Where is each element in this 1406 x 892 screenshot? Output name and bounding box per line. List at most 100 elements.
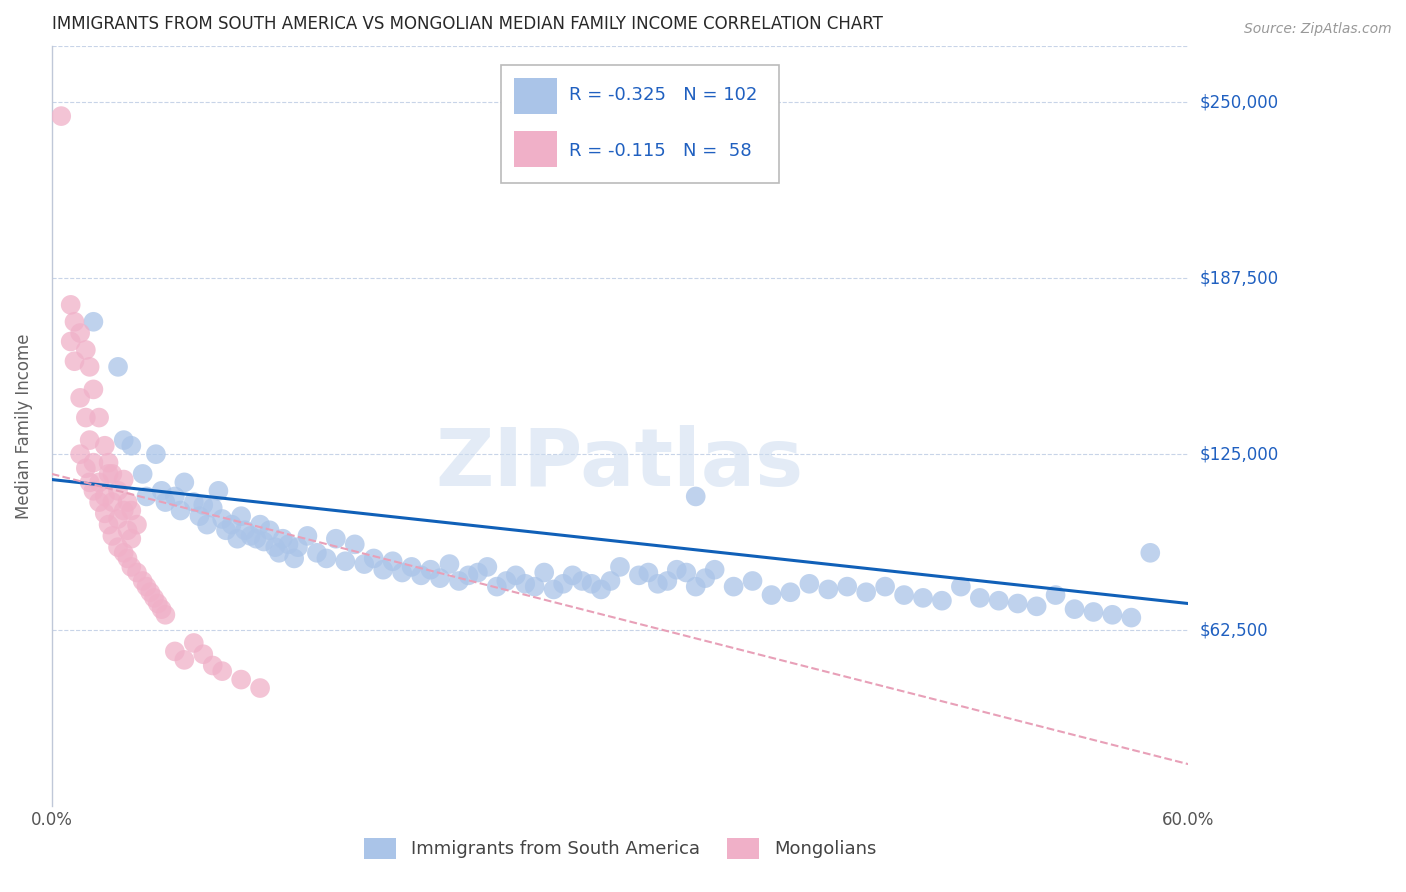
Point	[305, 546, 328, 560]
Point	[1139, 546, 1161, 560]
Point	[173, 475, 195, 490]
Point	[373, 563, 395, 577]
Point	[150, 602, 173, 616]
Y-axis label: Median Family Income: Median Family Income	[15, 334, 32, 519]
Point	[120, 439, 142, 453]
Point	[353, 557, 375, 571]
Point	[271, 532, 294, 546]
Point	[107, 359, 129, 374]
Point	[101, 495, 124, 509]
Point	[75, 343, 97, 357]
Point	[139, 585, 162, 599]
Point	[97, 517, 120, 532]
Point	[173, 653, 195, 667]
FancyBboxPatch shape	[501, 65, 779, 183]
Point	[239, 529, 262, 543]
Point	[439, 557, 461, 571]
Point	[131, 574, 153, 588]
Point	[63, 315, 86, 329]
Point	[987, 593, 1010, 607]
Point	[695, 571, 717, 585]
Point	[59, 298, 82, 312]
Point	[543, 582, 565, 597]
Point	[1063, 602, 1085, 616]
Point	[571, 574, 593, 588]
Point	[69, 391, 91, 405]
Point	[505, 568, 527, 582]
Legend: Immigrants from South America, Mongolians: Immigrants from South America, Mongolian…	[357, 830, 883, 866]
Point	[112, 433, 135, 447]
Point	[146, 597, 169, 611]
Point	[315, 551, 337, 566]
Point	[325, 532, 347, 546]
Point	[97, 467, 120, 481]
Point	[685, 490, 707, 504]
Point	[581, 576, 603, 591]
Point	[741, 574, 763, 588]
Point	[120, 532, 142, 546]
Point	[723, 580, 745, 594]
Point	[363, 551, 385, 566]
Point	[169, 503, 191, 517]
Text: $125,000: $125,000	[1199, 445, 1278, 463]
Text: IMMIGRANTS FROM SOUTH AMERICA VS MONGOLIAN MEDIAN FAMILY INCOME CORRELATION CHAR: IMMIGRANTS FROM SOUTH AMERICA VS MONGOLI…	[52, 15, 883, 33]
FancyBboxPatch shape	[515, 131, 557, 168]
Point	[287, 540, 309, 554]
Point	[419, 563, 441, 577]
Point	[107, 483, 129, 498]
Text: $250,000: $250,000	[1199, 93, 1278, 111]
Point	[211, 664, 233, 678]
Point	[1083, 605, 1105, 619]
Point	[627, 568, 650, 582]
Text: ZIPatlas: ZIPatlas	[436, 425, 804, 503]
Point	[297, 529, 319, 543]
Point	[249, 681, 271, 695]
Point	[875, 580, 897, 594]
Point	[59, 334, 82, 349]
Point	[477, 560, 499, 574]
Point	[163, 644, 186, 658]
Point	[120, 560, 142, 574]
Point	[69, 447, 91, 461]
Point	[135, 490, 157, 504]
Point	[264, 540, 287, 554]
Point	[637, 566, 659, 580]
Point	[429, 571, 451, 585]
Point	[457, 568, 479, 582]
Point	[381, 554, 404, 568]
Point	[87, 495, 110, 509]
Point	[143, 591, 166, 605]
Point	[1007, 597, 1029, 611]
Point	[79, 433, 101, 447]
Point	[553, 576, 575, 591]
Point	[69, 326, 91, 340]
Point	[703, 563, 725, 577]
Point	[75, 461, 97, 475]
Point	[515, 576, 537, 591]
Point	[107, 512, 129, 526]
Point	[561, 568, 583, 582]
Point	[949, 580, 972, 594]
Text: $187,500: $187,500	[1199, 269, 1278, 287]
Point	[335, 554, 357, 568]
Point	[193, 498, 215, 512]
Point	[188, 509, 211, 524]
Point	[1025, 599, 1047, 614]
Point	[533, 566, 555, 580]
Point	[401, 560, 423, 574]
Point	[231, 509, 253, 524]
Point	[87, 475, 110, 490]
Point	[485, 580, 508, 594]
Point	[1121, 610, 1143, 624]
Point	[101, 529, 124, 543]
Point	[82, 483, 104, 498]
Text: R = -0.325   N = 102: R = -0.325 N = 102	[569, 87, 758, 104]
Point	[125, 517, 148, 532]
Point	[893, 588, 915, 602]
Point	[193, 647, 215, 661]
Point	[233, 523, 256, 537]
Point	[163, 490, 186, 504]
Point	[117, 551, 139, 566]
Point	[82, 456, 104, 470]
Point	[79, 475, 101, 490]
